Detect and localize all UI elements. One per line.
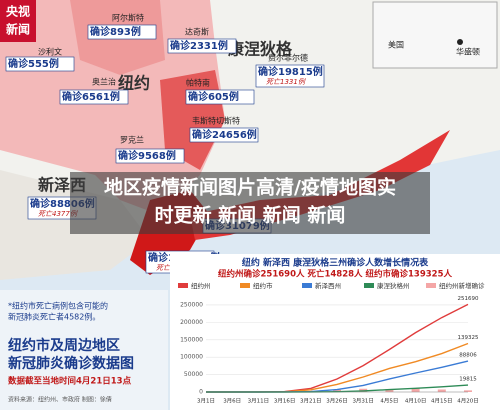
x-tick-label: 4月5日 — [380, 398, 398, 405]
x-tick-label: 4月10日 — [405, 398, 427, 405]
region-cases: 确诊605例 — [188, 90, 239, 103]
case-box — [185, 89, 255, 105]
logo: 新闻 — [6, 22, 30, 37]
region-cases: 确诊19815例 — [258, 65, 323, 78]
end-label: 19815 — [459, 377, 477, 383]
region-name: 罗克兰 — [120, 135, 144, 145]
chart-title: 纽约 新泽西 康涅狄格三州确诊人数增长情况表 — [242, 257, 429, 269]
region-cases: 确诊893例 — [90, 25, 141, 38]
legend-swatch — [302, 283, 312, 288]
region-name: 韦斯特切斯特 — [192, 116, 240, 126]
source: 资料来源：纽约州、市政府 制图：徐倩 — [8, 396, 112, 404]
y-tick-label: 200000 — [180, 319, 203, 326]
inset-map — [372, 1, 498, 69]
info-panel — [0, 290, 168, 410]
bar — [333, 389, 341, 392]
region-name: 沙利文 — [38, 47, 62, 57]
region-name: 阿尔斯特 — [112, 13, 144, 23]
region-cases: 确诊6561例 — [62, 90, 120, 103]
panel-date: 数据截至当地时间4月21日13点 — [8, 376, 132, 387]
legend-label: 纽约市 — [253, 281, 273, 290]
case-box — [87, 24, 157, 40]
x-tick-label: 3月1日 — [197, 398, 215, 405]
overlay-text: 地区疫情新闻图片高清/疫情地图实 — [104, 176, 396, 199]
footnote: *纽约市死亡病例包含可能的 — [8, 301, 108, 311]
chart-subtitle: 纽约州确诊251690人 死亡14828人 纽约市确诊139325人 — [218, 269, 452, 280]
x-tick-label: 3月31日 — [352, 398, 374, 405]
region-cases: 确诊24656例 — [192, 128, 257, 141]
x-tick-label: 3月11日 — [248, 398, 270, 405]
legend-label: 纽约州新增确诊 — [439, 281, 485, 290]
region-cases: 确诊9568例 — [118, 149, 176, 162]
region-deaths: 死亡4377例 — [38, 210, 78, 218]
legend-swatch — [178, 283, 188, 288]
case-box — [115, 148, 185, 164]
legend-swatch — [364, 283, 374, 288]
x-tick-label: 3月26日 — [326, 398, 348, 405]
legend-label: 康涅狄格州 — [377, 281, 410, 290]
region-name: 奥兰治 — [92, 77, 116, 87]
end-label: 139325 — [458, 335, 479, 341]
big-label: 康涅狄格 — [228, 40, 293, 59]
end-label: 251690 — [458, 296, 479, 302]
inset-country: 美国 — [388, 40, 404, 50]
panel-title: 新冠肺炎确诊数据图 — [8, 355, 134, 372]
bar — [411, 388, 420, 392]
legend-swatch — [240, 283, 250, 288]
overlay-bg — [70, 172, 430, 234]
end-label: 88806 — [459, 353, 477, 359]
y-tick-label: 100000 — [180, 354, 203, 361]
case-box — [189, 127, 259, 143]
region-name: 达奇斯 — [185, 27, 209, 37]
x-tick-label: 3月6日 — [223, 398, 241, 405]
case-box — [5, 56, 75, 72]
capital-dot — [457, 39, 463, 45]
inset-capital: 华盛顿 — [456, 47, 480, 57]
region-deaths: 死亡1331例 — [266, 78, 306, 86]
region-name: 帕特南 — [186, 78, 210, 88]
case-box — [167, 38, 237, 54]
panel-title: 纽约市及周边地区 — [8, 337, 120, 354]
logo-bg — [0, 0, 36, 42]
region-cases: 确诊555例 — [8, 57, 59, 70]
region-cases: 确诊2331例 — [170, 39, 228, 52]
legend-swatch — [426, 283, 436, 288]
x-tick-label: 3月16日 — [274, 398, 296, 405]
big-label: 纽约 — [118, 74, 150, 93]
bar — [385, 388, 394, 392]
bar — [464, 390, 472, 392]
x-tick-label: 4月20日 — [457, 398, 479, 405]
overlay-text: 时更新 新闻 新闻 新闻 — [155, 204, 346, 227]
y-tick-label: 250000 — [180, 301, 203, 308]
region-name: 费尔菲尔德 — [268, 53, 308, 63]
y-tick-label: 50000 — [184, 371, 203, 378]
legend-label: 新泽西州 — [315, 281, 341, 290]
y-tick-label: 0 — [199, 389, 203, 396]
logo: 央视 — [6, 4, 30, 19]
bar — [437, 389, 446, 392]
x-tick-label: 4月15日 — [431, 398, 453, 405]
case-box — [59, 89, 129, 105]
case-box — [255, 64, 325, 88]
x-tick-label: 3月21日 — [300, 398, 322, 405]
legend-label: 纽约州 — [191, 281, 211, 290]
footnote: 新冠肺炎死亡者4582例。 — [8, 312, 100, 322]
chart-panel — [170, 254, 500, 410]
y-tick-label: 150000 — [180, 336, 203, 343]
